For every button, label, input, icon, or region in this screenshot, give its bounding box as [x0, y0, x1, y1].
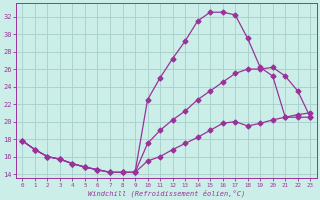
- X-axis label: Windchill (Refroidissement éolien,°C): Windchill (Refroidissement éolien,°C): [88, 189, 245, 197]
